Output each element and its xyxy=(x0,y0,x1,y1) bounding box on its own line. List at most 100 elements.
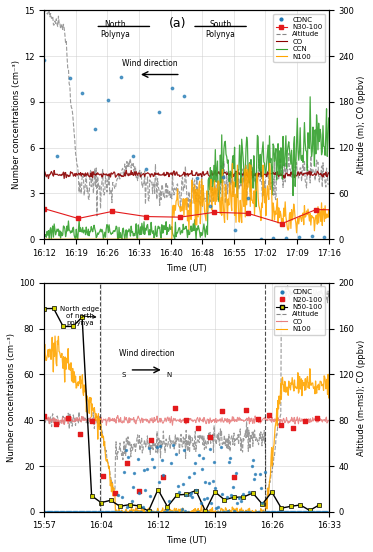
Point xyxy=(106,507,112,516)
Point xyxy=(199,465,205,474)
Point xyxy=(107,507,113,516)
Point xyxy=(147,492,153,501)
Point xyxy=(220,172,226,181)
Y-axis label: Altitude (m-msl); CO (ppbv): Altitude (m-msl); CO (ppbv) xyxy=(357,339,366,455)
Point xyxy=(67,507,73,516)
Point xyxy=(308,507,314,516)
Point xyxy=(166,497,172,506)
Point xyxy=(257,470,263,479)
Point xyxy=(57,507,63,516)
Point xyxy=(124,502,130,511)
Point xyxy=(285,507,291,516)
Point xyxy=(142,486,148,495)
Point xyxy=(148,507,154,516)
Point xyxy=(243,507,249,516)
Point xyxy=(110,507,116,516)
Point xyxy=(52,507,58,516)
Point xyxy=(288,507,294,516)
Point xyxy=(201,494,207,503)
Point xyxy=(154,443,160,452)
Point xyxy=(181,446,187,455)
Point xyxy=(173,450,179,459)
Point xyxy=(298,507,304,516)
Point xyxy=(258,235,264,243)
Point xyxy=(46,507,52,516)
Point xyxy=(304,507,310,516)
Point xyxy=(302,507,308,516)
Point xyxy=(224,493,230,502)
Point xyxy=(79,88,85,97)
Point xyxy=(258,484,264,492)
Point xyxy=(260,507,266,516)
Point xyxy=(230,482,236,491)
Point xyxy=(218,442,224,451)
Point xyxy=(155,507,161,516)
Point xyxy=(73,507,79,516)
Point xyxy=(169,84,175,93)
Y-axis label: Number concentrations (cm⁻³): Number concentrations (cm⁻³) xyxy=(7,333,16,462)
Point xyxy=(129,497,135,506)
Point xyxy=(53,507,59,516)
Point xyxy=(289,507,295,516)
Point xyxy=(265,507,271,516)
Point xyxy=(83,507,89,516)
Point xyxy=(160,473,166,481)
Point xyxy=(255,507,261,516)
Point xyxy=(301,507,307,516)
Point xyxy=(74,507,80,516)
Point xyxy=(226,457,232,466)
Point xyxy=(267,507,273,516)
Point xyxy=(222,507,228,516)
Point xyxy=(62,507,68,516)
Point xyxy=(270,507,276,516)
Point xyxy=(233,469,239,477)
Point xyxy=(200,454,206,463)
Point xyxy=(164,506,170,514)
Point xyxy=(213,504,219,513)
Point xyxy=(219,489,225,498)
Point xyxy=(195,424,201,433)
Point xyxy=(82,507,88,516)
Point xyxy=(117,507,123,516)
Point xyxy=(317,507,323,516)
Point xyxy=(231,473,237,482)
Point xyxy=(320,507,326,516)
Point xyxy=(141,466,147,475)
Point xyxy=(255,415,261,423)
Point xyxy=(105,507,111,516)
Point xyxy=(113,507,119,516)
Point xyxy=(44,507,50,516)
Point xyxy=(65,507,71,516)
Point xyxy=(195,507,201,516)
Legend: CDNC, N20-100, N50-100, Altitude, CO, N100: CDNC, N20-100, N50-100, Altitude, CO, N1… xyxy=(273,286,325,335)
Point xyxy=(86,507,92,516)
Point xyxy=(276,507,282,516)
Point xyxy=(240,490,246,498)
Point xyxy=(159,456,164,465)
Point xyxy=(80,507,86,516)
Point xyxy=(115,491,121,500)
Point xyxy=(290,507,296,516)
Point xyxy=(174,507,180,516)
Point xyxy=(163,507,169,516)
Point xyxy=(69,507,75,516)
Point xyxy=(112,507,118,516)
Point xyxy=(189,492,195,501)
X-axis label: Time (UT): Time (UT) xyxy=(166,263,207,273)
Point xyxy=(123,445,129,454)
Point xyxy=(156,477,162,486)
Point xyxy=(94,507,100,516)
Point xyxy=(48,507,54,516)
Point xyxy=(50,507,56,516)
Point xyxy=(245,507,251,516)
Point xyxy=(172,507,178,516)
Point xyxy=(184,491,189,500)
Point xyxy=(140,502,145,511)
Point xyxy=(85,507,91,516)
Point xyxy=(250,455,256,464)
Point xyxy=(266,507,272,516)
Point xyxy=(136,486,142,495)
Point xyxy=(297,507,303,516)
Point xyxy=(137,507,143,516)
Point xyxy=(186,473,192,482)
